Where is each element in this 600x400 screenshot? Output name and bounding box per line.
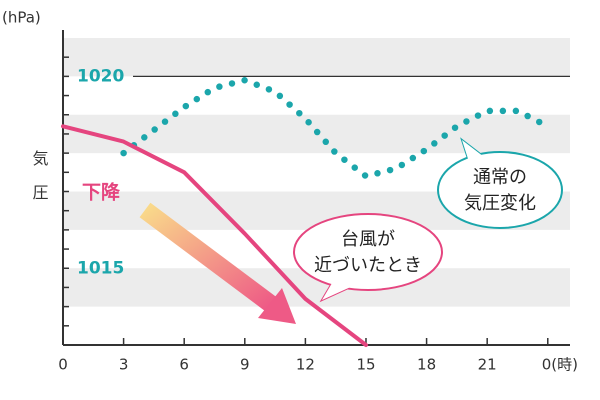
x-tick-label: 15 <box>356 356 375 374</box>
bubble <box>293 213 443 291</box>
x-tick-label: 21 <box>478 356 497 374</box>
stripe <box>63 38 570 77</box>
x-tick-label: 18 <box>417 356 436 374</box>
x-tick-label: 6 <box>179 356 189 374</box>
y-tick-label: 1020 <box>77 66 124 86</box>
bubble-tail-cover <box>462 140 488 165</box>
x-tick-label: 9 <box>240 356 250 374</box>
bubble-text: 近づいたとき <box>314 255 422 276</box>
y-tick-label: 1015 <box>77 258 124 278</box>
line <box>61 124 368 347</box>
bubble <box>437 151 563 229</box>
bubble-text: 台風が <box>341 229 395 250</box>
x-tick-label: 0 <box>58 356 68 374</box>
arrow-body <box>139 202 278 313</box>
bubble-tail-cover <box>322 278 355 300</box>
y-axis-label: 気圧 <box>30 150 49 218</box>
arrow-head <box>258 288 296 324</box>
bubble-text: 通常の <box>473 167 527 188</box>
dotted-line <box>120 76 552 180</box>
x-tick-label: 3 <box>119 356 129 374</box>
x-tick-label: 12 <box>296 356 315 374</box>
annotation: 下降 <box>82 181 121 204</box>
x-tick-label: 0(時) <box>542 356 578 374</box>
unit-label: (hPa) <box>2 9 41 27</box>
bubble-text: 気圧変化 <box>464 193 536 214</box>
